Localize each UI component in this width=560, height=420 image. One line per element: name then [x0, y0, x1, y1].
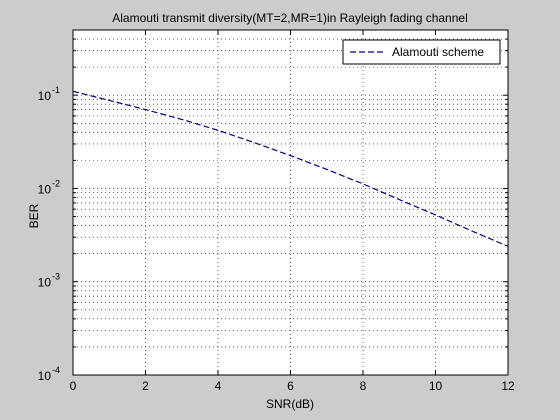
legend-entry: Alamouti scheme	[392, 45, 484, 59]
x-tick-label: 6	[287, 379, 294, 393]
y-tick-label-base: 10	[38, 369, 52, 383]
y-axis-label: BER	[27, 203, 41, 228]
y-tick-label-exponent: -1	[52, 85, 60, 95]
x-tick-label: 4	[215, 379, 222, 393]
y-tick-label-exponent: -4	[52, 365, 60, 375]
legend: Alamouti scheme	[342, 39, 501, 65]
x-tick-label: 2	[142, 379, 149, 393]
series-layer	[72, 90, 509, 247]
y-tick-label: 10 -1	[38, 85, 60, 103]
y-tick-label: 10 -3	[38, 272, 60, 290]
x-tick-label: 10	[429, 379, 443, 393]
ticks	[72, 29, 509, 376]
y-tick-label: 10 -2	[38, 178, 60, 196]
y-tick-label-base: 10	[38, 89, 52, 103]
series-line-alamouti	[72, 90, 509, 247]
y-tick-label-exponent: -2	[52, 178, 60, 188]
grid	[73, 30, 508, 375]
x-tick-label: 8	[360, 379, 367, 393]
y-tick-label-base: 10	[38, 182, 52, 196]
y-tick-label: 10 -4	[38, 365, 60, 383]
x-tick-label: 0	[70, 379, 77, 393]
x-tick-label: 12	[501, 379, 515, 393]
x-tick-labels: 0 2 4 6 8 10 12	[70, 379, 515, 393]
y-tick-labels: 10-110-210-310-4	[38, 85, 60, 383]
y-tick-label-exponent: -3	[52, 272, 60, 282]
y-tick-label-base: 10	[38, 276, 52, 290]
chart-title: Alamouti transmit diversity(MT=2,MR=1)in…	[112, 11, 467, 25]
x-axis-label: SNR(dB)	[266, 397, 314, 411]
